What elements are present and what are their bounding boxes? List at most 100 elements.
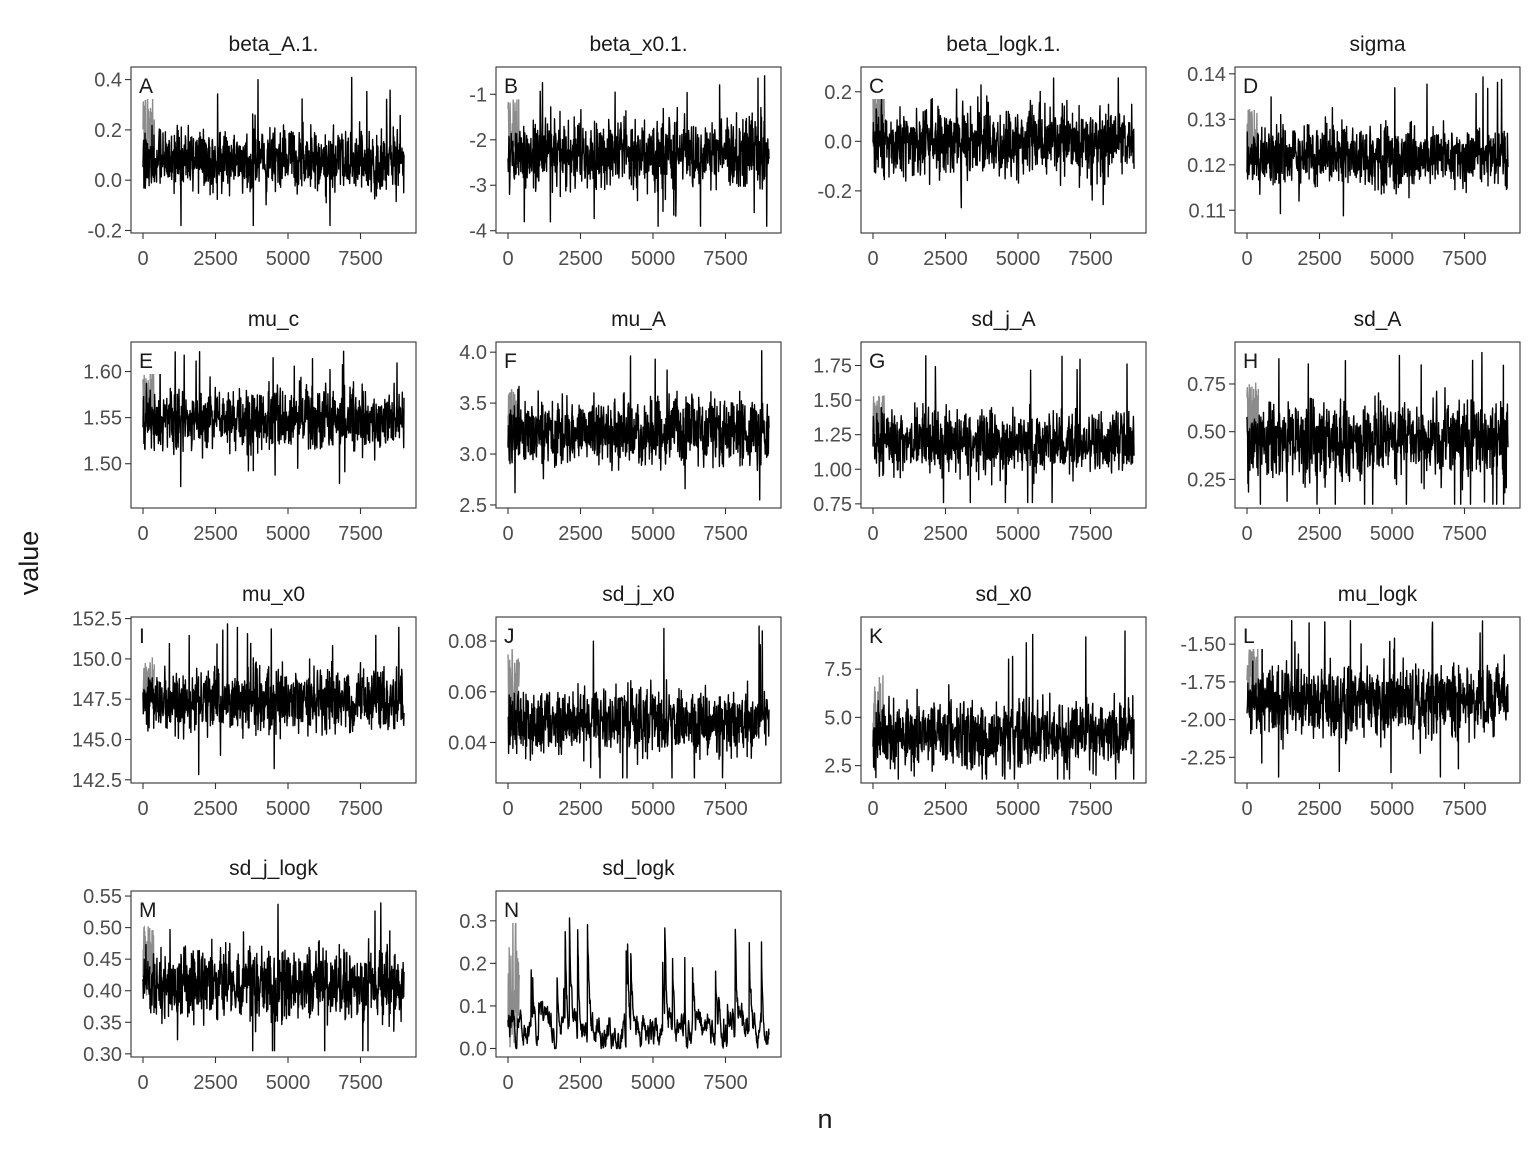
panel-tag: N [504,899,519,922]
chain-trace [507,917,770,1050]
x-tick-label: 5000 [266,248,311,270]
chain-trace [507,625,770,779]
x-tick-label: 7500 [338,248,383,270]
warmup-trace [872,395,885,453]
panel-title: sd_logk [602,857,675,880]
panel-title: sd_j_A [971,308,1035,331]
panel-tag-background [1237,619,1267,649]
panel-tag: H [1243,350,1258,373]
panel-K: sd_x0 K 2.5 5.0 7.5 0 2500 5000 7500 [824,583,1147,820]
y-tick-label: 0.06 [448,682,487,704]
panel-L: mu_logk L -2.25 -2.00 -1.75 -1.50 0 2500 5000 750… [1180,583,1521,820]
x-tick-label: 2500 [193,1072,238,1094]
chain-trace [872,77,1135,209]
panel-tag: B [504,75,518,98]
panel-tag: J [504,625,515,648]
y-tick-label: 0.0 [94,170,122,192]
y-tick-label: 0.2 [94,120,122,142]
y-tick-label: 0.08 [448,631,487,653]
y-tick-label: 147.5 [72,689,122,711]
y-tick-label: 0.04 [448,732,487,754]
panel-tag-background [1237,344,1267,374]
y-tick-label: -1.75 [1180,672,1226,694]
panel-tag: C [869,75,884,98]
chain-trace [507,75,770,227]
y-tick-label: 0.11 [1189,200,1226,222]
panel-tag: M [139,899,157,922]
y-tick-label: 0.1 [459,996,487,1018]
x-tick-label: 2500 [923,523,968,545]
y-tick-label: 3.5 [459,393,487,415]
x-tick-label: 0 [867,248,878,270]
y-tick-label: 0.75 [813,494,852,516]
chain-trace [507,350,770,501]
y-tick-label: 3.0 [459,444,487,466]
x-tick-label: 7500 [1442,248,1487,270]
y-tick-label: 0.2 [459,953,487,975]
panel-tag-background [133,619,163,649]
y-tick-label: 152.5 [72,609,122,631]
x-tick-label: 0 [1241,523,1252,545]
x-tick-label: 0 [867,523,878,545]
panel-tag: K [869,625,883,648]
panel-tag: D [1243,75,1258,98]
x-tick-label: 7500 [338,798,383,820]
panel-title: sigma [1349,33,1405,56]
x-tick-label: 2500 [558,523,603,545]
x-tick-label: 0 [502,523,513,545]
x-tick-label: 5000 [1370,248,1415,270]
panel-tag-background [133,69,163,99]
x-tick-label: 0 [1241,798,1252,820]
x-tick-label: 2500 [1297,798,1342,820]
panel-title: sd_j_logk [229,857,318,880]
y-tick-label: 0.2 [824,82,852,104]
y-tick-label: -1 [469,84,487,106]
panel-B: beta_x0.1. B -4 -3 -2 -1 0 2500 5000 7500 [469,33,782,270]
y-tick-label: -1.50 [1180,634,1226,656]
panel-E: mu_c E 1.50 1.55 1.60 0 2500 5000 7500 [83,308,417,545]
y-tick-label: 0.55 [83,886,122,908]
y-tick-label: -2.00 [1180,710,1226,732]
x-tick-label: 5000 [631,248,676,270]
warmup-trace [142,369,155,432]
y-tick-label: 1.00 [813,459,852,481]
y-tick-label: 0.13 [1187,109,1226,131]
panel-N: sd_logk N 0.0 0.1 0.2 0.3 0 2500 5000 7500 [459,857,782,1094]
panel-tag: E [139,350,153,373]
x-tick-label: 5000 [631,1072,676,1094]
y-tick-label: -0.2 [818,181,852,203]
panel-C: beta_logk.1. C -0.2 0.0 0.2 0 2500 5000 7500 [818,33,1147,270]
x-tick-label: 2500 [1297,523,1342,545]
x-tick-label: 7500 [703,798,748,820]
y-tick-label: 0.75 [1187,374,1226,396]
panel-J: sd_j_x0 J 0.04 0.06 0.08 0 2500 5000 7500 [448,583,782,820]
y-tick-label: 0.30 [83,1044,122,1066]
panel-tag-background [863,619,893,649]
x-tick-label: 2500 [1297,248,1342,270]
panel-title: beta_x0.1. [589,33,687,56]
panel-M: sd_j_logk M 0.30 0.35 0.40 0.45 0.50 0.55 0 2500 5… [83,857,417,1094]
x-tick-label: 0 [502,248,513,270]
y-tick-label: 0.4 [94,70,122,92]
panel-title: beta_A.1. [229,33,319,56]
panel-title: mu_A [611,308,666,331]
panel-tag-background [1237,69,1267,99]
panel-tag-background [498,344,528,374]
chain-trace [142,902,405,1052]
facet-panels: beta_A.1.A-0.20.00.20.40 2500 5000 7500beta… [72,33,1521,1094]
x-tick-label: 7500 [1442,798,1487,820]
y-tick-label: 1.50 [813,390,852,412]
y-axis-title: value [14,531,44,596]
y-tick-label: 0.45 [83,949,122,971]
x-tick-label: 7500 [1442,523,1487,545]
x-tick-label: 0 [137,523,148,545]
y-tick-label: 0.14 [1187,64,1226,86]
y-tick-label: -3 [469,175,487,197]
panel-tag: I [139,625,145,648]
panel-title: sd_A [1354,308,1402,331]
x-tick-label: 5000 [996,798,1041,820]
x-tick-label: 5000 [266,1072,311,1094]
panel-tag-background [133,893,163,923]
warmup-trace [872,85,885,155]
panel-A: beta_A.1. A -0.2 0.0 0.2 0.4 0 2500 5000 7500 [88,33,417,270]
